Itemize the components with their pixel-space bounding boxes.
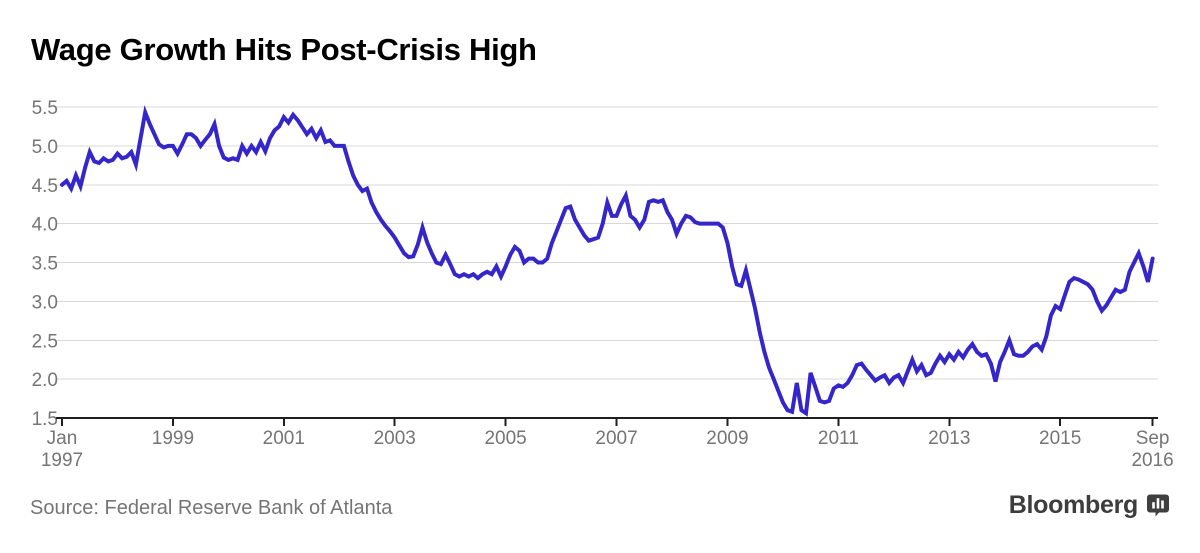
- x-axis-label: 2001: [263, 428, 305, 449]
- y-axis-label: 3.5: [32, 254, 58, 275]
- y-axis-label: 2.5: [32, 331, 58, 352]
- x-axis-label: 2013: [928, 428, 970, 449]
- x-axis-label: 2003: [374, 428, 416, 449]
- y-axis-label: 1.5: [32, 409, 58, 430]
- y-axis-label: 3.0: [32, 292, 58, 313]
- bloomberg-logo: Bloomberg: [1009, 491, 1170, 520]
- x-axis-label: 2016: [1131, 450, 1173, 471]
- bar-chart-bubble-icon: [1147, 494, 1169, 517]
- y-axis-label: 2.0: [32, 370, 58, 391]
- x-axis-label: Sep: [1136, 428, 1170, 449]
- y-axis-label: 4.0: [32, 215, 58, 236]
- chart-title: Wage Growth Hits Post-Crisis High: [31, 32, 537, 67]
- x-axis-label: 2009: [706, 428, 748, 449]
- source-note: Source: Federal Reserve Bank of Atlanta: [30, 497, 393, 519]
- y-axis-label: 5.5: [32, 98, 58, 119]
- y-axis-label: 4.5: [32, 176, 58, 197]
- y-axis-label: 5.0: [32, 137, 58, 158]
- x-axis-label: Jan: [47, 428, 78, 449]
- wage-growth-line: [60, 105, 1155, 417]
- x-axis-label: 1997: [41, 450, 83, 471]
- x-axis-label: 1999: [152, 428, 194, 449]
- x-axis-label: 2005: [484, 428, 526, 449]
- bloomberg-wordmark: Bloomberg: [1008, 491, 1139, 519]
- x-axis-label: 2015: [1039, 428, 1081, 449]
- x-axis-label: 2007: [595, 428, 637, 449]
- x-axis-label: 2011: [818, 428, 859, 449]
